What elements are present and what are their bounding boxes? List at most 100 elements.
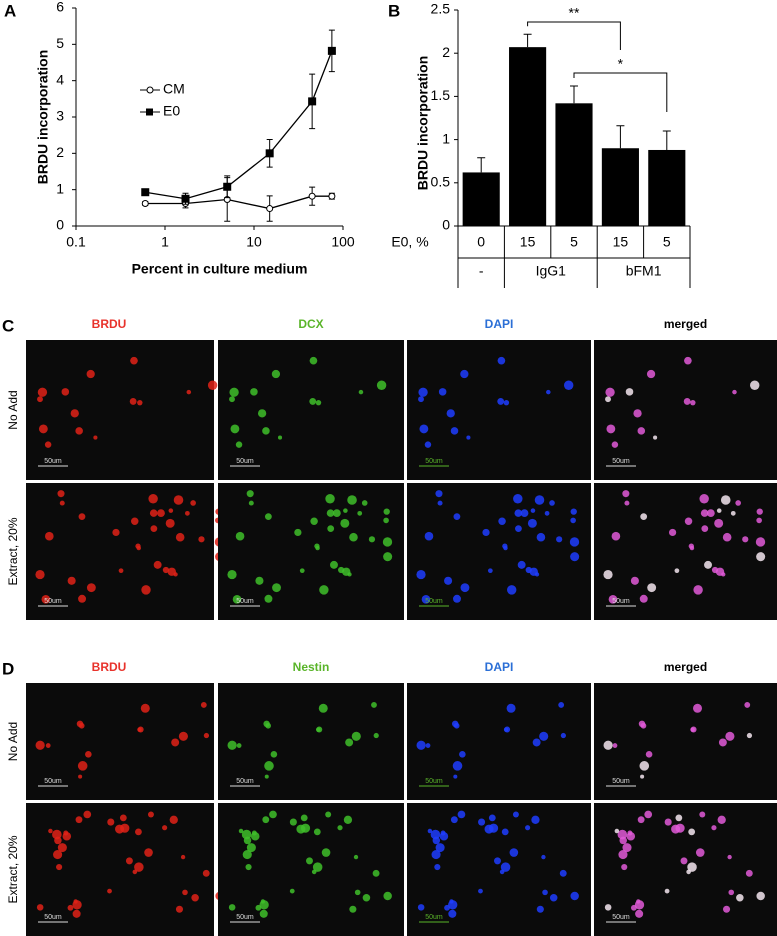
cell xyxy=(434,863,441,871)
significance-label: * xyxy=(618,56,624,72)
cell xyxy=(316,727,321,732)
cell xyxy=(530,508,536,513)
cell xyxy=(683,398,691,405)
cell xyxy=(37,396,43,403)
column-label: DCX xyxy=(298,317,323,331)
row-label: Extract, 20% xyxy=(6,517,20,585)
cell xyxy=(745,869,753,877)
cell xyxy=(497,398,505,405)
cell xyxy=(444,904,450,911)
cell xyxy=(614,828,620,834)
scale-bar-label: 50um xyxy=(44,914,62,921)
cell xyxy=(460,369,469,379)
cell xyxy=(680,857,688,865)
bar xyxy=(555,103,593,226)
cell xyxy=(488,814,496,822)
cell xyxy=(450,816,458,824)
legend-marker xyxy=(146,108,153,116)
cell xyxy=(612,743,618,748)
cell xyxy=(452,761,463,771)
micrograph-background xyxy=(26,483,214,620)
cell xyxy=(690,727,695,732)
cell xyxy=(67,576,76,585)
cell xyxy=(506,703,516,713)
error-bar xyxy=(523,33,532,48)
micrograph: 50um xyxy=(407,483,591,620)
cell xyxy=(85,751,92,758)
cell xyxy=(372,869,380,877)
cell xyxy=(699,811,706,818)
cell xyxy=(500,862,511,872)
cell xyxy=(563,380,574,390)
y-tick-label: 6 xyxy=(56,0,64,15)
cell xyxy=(744,702,751,708)
cell xyxy=(756,517,762,524)
micrograph: 50um xyxy=(407,340,591,480)
error-bar xyxy=(662,130,671,150)
cell xyxy=(627,830,633,836)
bar xyxy=(648,149,686,226)
cell xyxy=(312,862,323,872)
cell xyxy=(257,409,267,418)
cell xyxy=(453,774,458,779)
y-tick-label: 2 xyxy=(442,44,450,60)
cell xyxy=(689,545,695,551)
bar xyxy=(509,47,547,226)
cell xyxy=(86,369,95,379)
row-label: No Add xyxy=(6,722,20,761)
cell xyxy=(129,398,137,405)
cell xyxy=(421,594,431,604)
error-bar xyxy=(477,157,486,173)
cell xyxy=(361,500,368,506)
cell xyxy=(512,811,519,818)
cell xyxy=(501,828,509,836)
cell xyxy=(318,703,328,713)
x-tick-label: 10 xyxy=(246,234,262,250)
cell xyxy=(67,904,74,911)
legend-label: CM xyxy=(163,81,185,97)
cell xyxy=(59,500,65,506)
cell xyxy=(330,560,338,569)
y-tick-label: 1.5 xyxy=(431,87,451,103)
panel-label: D xyxy=(2,659,14,678)
cell xyxy=(376,380,387,390)
cell xyxy=(503,727,509,732)
cell xyxy=(235,531,245,541)
cell xyxy=(326,509,335,517)
cell xyxy=(343,815,353,824)
axis xyxy=(75,8,343,227)
cell xyxy=(636,899,641,904)
cell xyxy=(424,441,432,448)
cell xyxy=(289,888,295,894)
cell xyxy=(38,424,48,434)
cell xyxy=(756,552,766,562)
cell xyxy=(437,500,443,506)
cell xyxy=(700,509,709,517)
cell xyxy=(534,572,540,577)
cell xyxy=(175,532,185,542)
cell xyxy=(446,409,455,418)
cell xyxy=(134,862,144,872)
cell xyxy=(742,536,749,543)
cell xyxy=(693,703,703,713)
cell xyxy=(487,568,493,574)
micrograph: 50um xyxy=(26,803,224,936)
scale-bar-label: 50um xyxy=(236,778,254,785)
cell xyxy=(716,508,722,513)
scale-bar-label: 50um xyxy=(44,598,62,605)
cell xyxy=(432,836,441,845)
scale-bar-label: 50um xyxy=(44,458,62,465)
scale-bar-label: 50um xyxy=(44,778,62,785)
cell xyxy=(603,569,613,580)
cell xyxy=(536,905,544,913)
cell xyxy=(78,722,85,729)
cell xyxy=(746,732,753,739)
cell xyxy=(418,387,428,397)
column-label: merged xyxy=(664,660,707,674)
cell xyxy=(248,500,254,506)
cell xyxy=(63,830,69,836)
cell xyxy=(120,823,130,833)
x-tick-label: 0.1 xyxy=(66,234,86,250)
scale-bar-label: 50um xyxy=(425,778,443,785)
marker xyxy=(328,192,336,200)
